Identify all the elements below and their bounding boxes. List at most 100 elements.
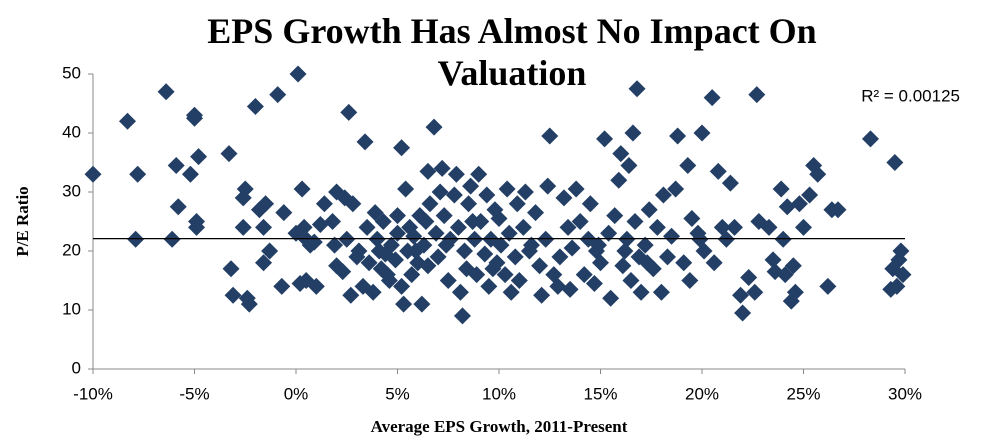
x-tick-label: 30% [888, 384, 922, 403]
point [654, 186, 672, 204]
point [439, 272, 457, 289]
point [234, 218, 252, 236]
point [344, 195, 362, 213]
point [462, 177, 480, 195]
point [567, 180, 585, 198]
point [890, 251, 908, 269]
point [531, 257, 549, 275]
point [389, 207, 406, 225]
point [275, 204, 293, 222]
point [445, 186, 463, 204]
point [612, 145, 630, 163]
point [571, 213, 589, 230]
point [395, 295, 413, 313]
point [157, 83, 175, 101]
point [516, 183, 534, 201]
point [181, 165, 199, 183]
point [413, 295, 431, 313]
point [616, 242, 634, 260]
point [455, 242, 473, 260]
point [632, 283, 650, 301]
point [289, 65, 307, 83]
point [602, 289, 620, 307]
point [679, 156, 697, 174]
point [888, 277, 906, 295]
point [506, 248, 524, 266]
point [348, 248, 366, 266]
point [311, 215, 329, 233]
point [734, 304, 752, 322]
point [514, 218, 532, 236]
point [614, 257, 632, 275]
point [435, 207, 453, 225]
point [663, 227, 681, 245]
point [652, 283, 670, 301]
point [397, 180, 415, 198]
point [559, 218, 577, 236]
point [386, 251, 404, 269]
point [705, 254, 723, 272]
point [555, 189, 573, 207]
point [261, 242, 279, 260]
annotation: R² = 0.00125 [861, 86, 960, 105]
point [669, 127, 687, 145]
point [119, 112, 137, 130]
point [220, 145, 238, 163]
point [500, 224, 518, 242]
point [437, 236, 455, 254]
point [721, 174, 739, 192]
point [549, 277, 567, 295]
point [293, 180, 311, 198]
point [236, 180, 254, 198]
point [484, 260, 502, 278]
point [324, 213, 342, 230]
point [295, 218, 313, 236]
point [539, 177, 557, 195]
point [732, 286, 750, 304]
point [801, 186, 819, 204]
point [188, 218, 206, 236]
y-tick-label: 30 [62, 181, 81, 200]
point [407, 242, 425, 260]
point [356, 133, 374, 151]
point [490, 210, 508, 228]
point [190, 148, 208, 166]
point [419, 257, 437, 275]
point [257, 195, 275, 213]
point [790, 195, 808, 213]
point [740, 269, 758, 287]
y-tick-label: 0 [72, 358, 81, 377]
point [358, 218, 376, 236]
point [342, 286, 360, 304]
point [468, 266, 486, 284]
point [374, 213, 392, 230]
point [764, 251, 782, 269]
point [340, 103, 358, 121]
x-tick-label: 20% [685, 384, 719, 403]
x-tick-label: -5% [179, 384, 209, 403]
point [819, 277, 837, 295]
point [778, 198, 796, 216]
point [502, 283, 520, 301]
point [240, 295, 258, 313]
point [640, 201, 658, 219]
y-tick-label: 20 [62, 240, 81, 259]
point [496, 266, 514, 284]
point [273, 277, 291, 295]
point [510, 272, 528, 289]
point [255, 218, 273, 236]
point [533, 286, 551, 304]
point [417, 213, 435, 230]
point [624, 124, 642, 142]
point [541, 127, 559, 145]
point [622, 272, 640, 289]
point [581, 195, 599, 213]
point [334, 263, 352, 281]
point [772, 180, 790, 198]
point [447, 165, 465, 183]
point [563, 239, 581, 257]
point [886, 154, 904, 171]
point [393, 277, 411, 295]
x-tick-label: 25% [786, 384, 820, 403]
